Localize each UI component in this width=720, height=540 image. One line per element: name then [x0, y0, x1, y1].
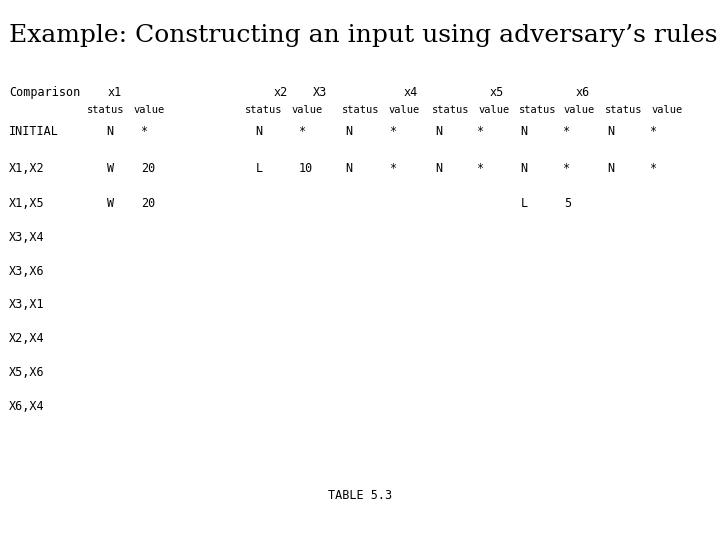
- Text: 10: 10: [299, 162, 313, 175]
- Text: L: L: [521, 197, 528, 210]
- Text: *: *: [563, 162, 570, 175]
- Text: INITIAL: INITIAL: [9, 125, 59, 138]
- Text: status: status: [518, 105, 556, 116]
- Text: x5: x5: [490, 86, 504, 99]
- Text: L: L: [256, 162, 263, 175]
- Text: N: N: [346, 125, 353, 138]
- Text: N: N: [436, 162, 443, 175]
- Text: N: N: [607, 162, 614, 175]
- Text: x2: x2: [274, 86, 288, 99]
- Text: 5: 5: [564, 197, 571, 210]
- Text: status: status: [342, 105, 379, 116]
- Text: X2,X4: X2,X4: [9, 332, 45, 345]
- Text: N: N: [346, 162, 353, 175]
- Text: N: N: [521, 162, 528, 175]
- Text: Example: Constructing an input using adversary’s rules.: Example: Constructing an input using adv…: [9, 24, 720, 48]
- Text: Comparison: Comparison: [9, 86, 81, 99]
- Text: X6,X4: X6,X4: [9, 400, 45, 413]
- Text: value: value: [652, 105, 683, 116]
- Text: *: *: [299, 125, 306, 138]
- Text: status: status: [432, 105, 469, 116]
- Text: value: value: [479, 105, 510, 116]
- Text: X5,X6: X5,X6: [9, 366, 45, 379]
- Text: N: N: [436, 125, 443, 138]
- Text: status: status: [245, 105, 282, 116]
- Text: value: value: [564, 105, 595, 116]
- Text: *: *: [650, 125, 657, 138]
- Text: 20: 20: [141, 197, 156, 210]
- Text: N: N: [607, 125, 614, 138]
- Text: N: N: [107, 125, 114, 138]
- Text: value: value: [133, 105, 164, 116]
- Text: 20: 20: [141, 162, 156, 175]
- Text: X3,X6: X3,X6: [9, 265, 45, 278]
- Text: *: *: [477, 162, 484, 175]
- Text: W: W: [107, 162, 114, 175]
- Text: X3: X3: [313, 86, 328, 99]
- Text: X1,X2: X1,X2: [9, 162, 45, 175]
- Text: x6: x6: [576, 86, 590, 99]
- Text: N: N: [256, 125, 263, 138]
- Text: X3,X1: X3,X1: [9, 298, 45, 311]
- Text: *: *: [650, 162, 657, 175]
- Text: *: *: [390, 125, 397, 138]
- Text: *: *: [563, 125, 570, 138]
- Text: value: value: [389, 105, 420, 116]
- Text: *: *: [477, 125, 484, 138]
- Text: value: value: [292, 105, 323, 116]
- Text: TABLE 5.3: TABLE 5.3: [328, 489, 392, 502]
- Text: W: W: [107, 197, 114, 210]
- Text: x1: x1: [108, 86, 122, 99]
- Text: status: status: [86, 105, 124, 116]
- Text: x4: x4: [403, 86, 418, 99]
- Text: *: *: [141, 125, 148, 138]
- Text: *: *: [390, 162, 397, 175]
- Text: X1,X5: X1,X5: [9, 197, 45, 210]
- Text: X3,X4: X3,X4: [9, 231, 45, 244]
- Text: status: status: [605, 105, 642, 116]
- Text: N: N: [521, 125, 528, 138]
